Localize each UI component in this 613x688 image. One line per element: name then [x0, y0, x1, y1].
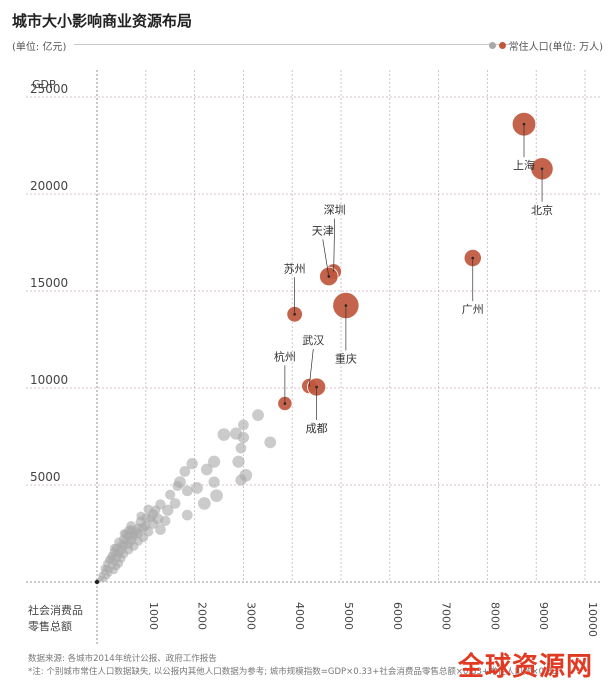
city-label: 重庆	[335, 352, 357, 366]
y-tick-label: 15000	[30, 276, 68, 290]
y-tick-label: 20000	[30, 179, 68, 193]
other-city-point	[264, 436, 277, 449]
city-label: 杭州	[274, 350, 296, 364]
other-city-point	[252, 409, 264, 422]
city-center-dot	[293, 312, 296, 316]
watermark-logo: 全球资源网	[458, 652, 594, 682]
x-tick-label: 9000	[537, 602, 550, 630]
city-label: 北京	[531, 203, 553, 217]
other-city-point	[122, 537, 131, 546]
other-city-point	[119, 529, 128, 538]
city-label: 广州	[462, 303, 484, 316]
city-label: 深圳	[324, 204, 346, 217]
city-center-dot	[283, 402, 287, 405]
other-city-point	[200, 463, 213, 476]
footnote: *注: 个别城市常住人口数据缺失, 以公报内其他人口数据为参考; 城市规模指数=…	[28, 667, 558, 677]
x-tick-label: 6000	[391, 602, 404, 630]
x-tick-label: 5000	[342, 602, 355, 630]
other-city-point	[208, 455, 221, 468]
other-city-point	[191, 482, 203, 494]
other-city-point	[235, 474, 247, 486]
legend: 常住人口(单位: 万人)	[488, 38, 603, 53]
other-city-point	[210, 489, 223, 503]
other-city-point	[237, 431, 250, 444]
x-tick-label: 8000	[488, 602, 501, 630]
x-tick-label: 4000	[293, 602, 306, 630]
city-label: 天津	[312, 224, 334, 237]
other-city-point	[146, 513, 156, 523]
other-city-point	[107, 554, 117, 564]
city-leader-line	[322, 239, 330, 277]
grid-lines	[26, 70, 600, 582]
legend-grey-dot-icon	[488, 42, 496, 49]
city-leader-line	[308, 349, 314, 387]
other-city-point	[126, 525, 136, 535]
other-city-point	[208, 476, 220, 488]
city-label: 成都	[306, 422, 328, 435]
other-city-point	[138, 522, 149, 533]
other-city-point	[238, 419, 249, 431]
y-tick-label: 25000	[30, 82, 68, 96]
other-city-point	[155, 524, 166, 535]
other-city-point	[181, 485, 193, 497]
other-city-point	[181, 509, 193, 521]
other-city-point	[160, 515, 171, 526]
footer: 数据来源: 各城市2014年统计公报、政府工作报告 *注: 个别城市常住人口数据…	[28, 653, 558, 679]
y-tick-label: 10000	[30, 373, 68, 387]
origin-point	[94, 579, 100, 585]
other-cities-bubbles	[94, 409, 277, 585]
x-tick-label: 7000	[440, 602, 453, 630]
other-city-point	[179, 466, 191, 477]
x-tick-label: 2000	[196, 602, 209, 630]
header-rule	[74, 44, 509, 45]
other-city-point	[136, 511, 146, 521]
x-tick-label: 10000	[586, 602, 599, 637]
y-tick-label: 5000	[30, 470, 61, 484]
other-city-point	[101, 576, 108, 583]
x-tick-label: 3000	[244, 602, 257, 630]
major-city-bubbles	[277, 111, 554, 412]
other-city-point	[162, 504, 174, 516]
city-leader-line	[333, 218, 336, 272]
other-city-point	[165, 489, 176, 500]
page-title: 城市大小影响商业资源布局	[12, 12, 193, 30]
x-axis-label-line2: 零售总额	[28, 619, 72, 633]
x-tick-label: 1000	[147, 602, 160, 630]
other-city-point	[169, 498, 181, 509]
y-axis-label: GDP	[32, 78, 56, 91]
other-city-point	[217, 428, 231, 441]
city-label: 苏州	[284, 262, 306, 275]
other-city-point	[186, 458, 198, 470]
unit-label-left: (单位: 亿元)	[12, 42, 67, 53]
other-city-point	[150, 505, 161, 516]
legend-red-dot-icon	[498, 42, 506, 49]
other-city-point	[232, 455, 245, 468]
city-label: 上海	[513, 158, 535, 172]
other-city-point	[235, 442, 247, 454]
other-city-point	[102, 564, 111, 573]
x-axis-label: 社会消费品	[28, 603, 83, 617]
other-city-point	[198, 497, 211, 510]
axes: 5000 10000 15000 20000 25000 1000 2000 3000 4000…	[26, 70, 600, 645]
city-label: 武汉	[302, 334, 324, 347]
data-source: 数据来源: 各城市2014年统计公报、政府工作报告	[28, 654, 217, 664]
other-city-point	[172, 480, 183, 492]
legend-label: 常住人口(单位: 万人)	[508, 42, 603, 53]
other-city-point	[109, 543, 119, 553]
